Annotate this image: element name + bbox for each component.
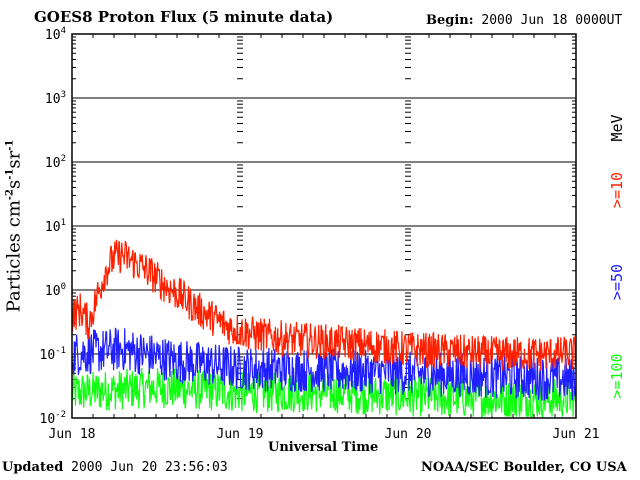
series-line-2: [71, 367, 577, 419]
y-tick-label: 103: [45, 90, 66, 107]
y-tick-label: 102: [45, 154, 66, 171]
y-tick-label: 10-1: [40, 346, 67, 363]
y-tick-label: 10-2: [40, 410, 67, 427]
credit-text: NOAA/SEC Boulder, CO USA: [421, 460, 627, 475]
begin-label: Begin:: [426, 13, 474, 28]
x-axis-label: Universal Time: [268, 440, 379, 455]
updated-time: Updated 2000 Jun 20 23:56:03: [2, 460, 228, 475]
x-tick-label: Jun 21: [553, 427, 600, 442]
updated-label: Updated: [2, 460, 64, 475]
series-line-1: [71, 327, 577, 401]
legend-entry: >=50: [608, 264, 626, 300]
plot-frame: [71, 33, 577, 419]
legend-unit: MeV: [608, 114, 626, 141]
chart-title: GOES8 Proton Flux (5 minute data): [34, 8, 334, 26]
y-tick-label: 104: [45, 26, 66, 43]
y-tick-label: 100: [45, 282, 66, 299]
begin-value: 2000 Jun 18 0000UT: [481, 13, 623, 28]
y-tick-label: 101: [45, 218, 66, 235]
updated-value: 2000 Jun 20 23:56:03: [71, 460, 228, 475]
begin-time: Begin: 2000 Jun 18 0000UT: [426, 13, 622, 28]
legend-entry: >=100: [608, 353, 626, 398]
x-tick-label: Jun 18: [49, 427, 96, 442]
series-line-0: [71, 239, 577, 372]
x-tick-label: Jun 19: [217, 427, 264, 442]
x-tick-label: Jun 20: [385, 427, 432, 442]
legend-entry: >=10: [608, 172, 626, 208]
